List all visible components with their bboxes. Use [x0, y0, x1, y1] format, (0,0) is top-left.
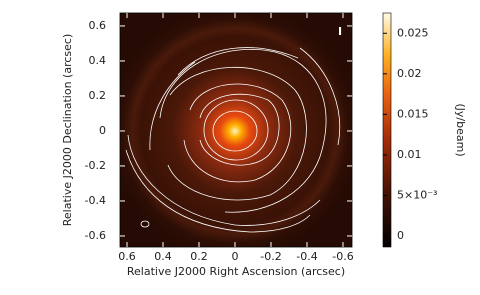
colorbar-tick-label: 0.02: [397, 67, 422, 80]
x-tick-label: 0.4: [154, 250, 172, 263]
colorbar-tick-label: 5×10⁻³: [397, 188, 437, 201]
y-tick-label: -0.4: [85, 194, 106, 207]
image: [120, 13, 352, 247]
contours: [125, 47, 341, 233]
x-tick-label: 0: [232, 250, 239, 263]
y-tick-label: 0.2: [89, 89, 107, 102]
y-axis-label: Relative J2000 Declination (arcsec): [61, 34, 74, 226]
colorbar-tick-label: 0.01: [397, 148, 422, 161]
colorbar-tick-label: 0.025: [397, 26, 429, 39]
colorbar-label: (Jy/beam): [454, 103, 467, 156]
y-tick-label: 0.6: [89, 19, 107, 32]
stokes-label: I: [338, 25, 342, 38]
colorbar: [382, 12, 392, 248]
x-axis-label: Relative J2000 Right Ascension (arcsec): [127, 265, 345, 278]
plot-frame: [119, 12, 353, 248]
y-tick-label: -0.6: [85, 229, 106, 242]
y-tick-label: -0.2: [85, 159, 106, 172]
x-tick-label: -0.6: [332, 250, 353, 263]
y-tick-label: 0: [99, 124, 106, 137]
x-tick-label: -0.4: [296, 250, 317, 263]
colorbar-tick-label: 0: [397, 229, 404, 242]
x-tick-label: 0.2: [190, 250, 208, 263]
colorbar-tick-label: 0.015: [397, 107, 429, 120]
x-tick-label: -0.2: [260, 250, 281, 263]
y-tick-label: 0.4: [89, 54, 107, 67]
x-tick-label: 0.6: [118, 250, 136, 263]
